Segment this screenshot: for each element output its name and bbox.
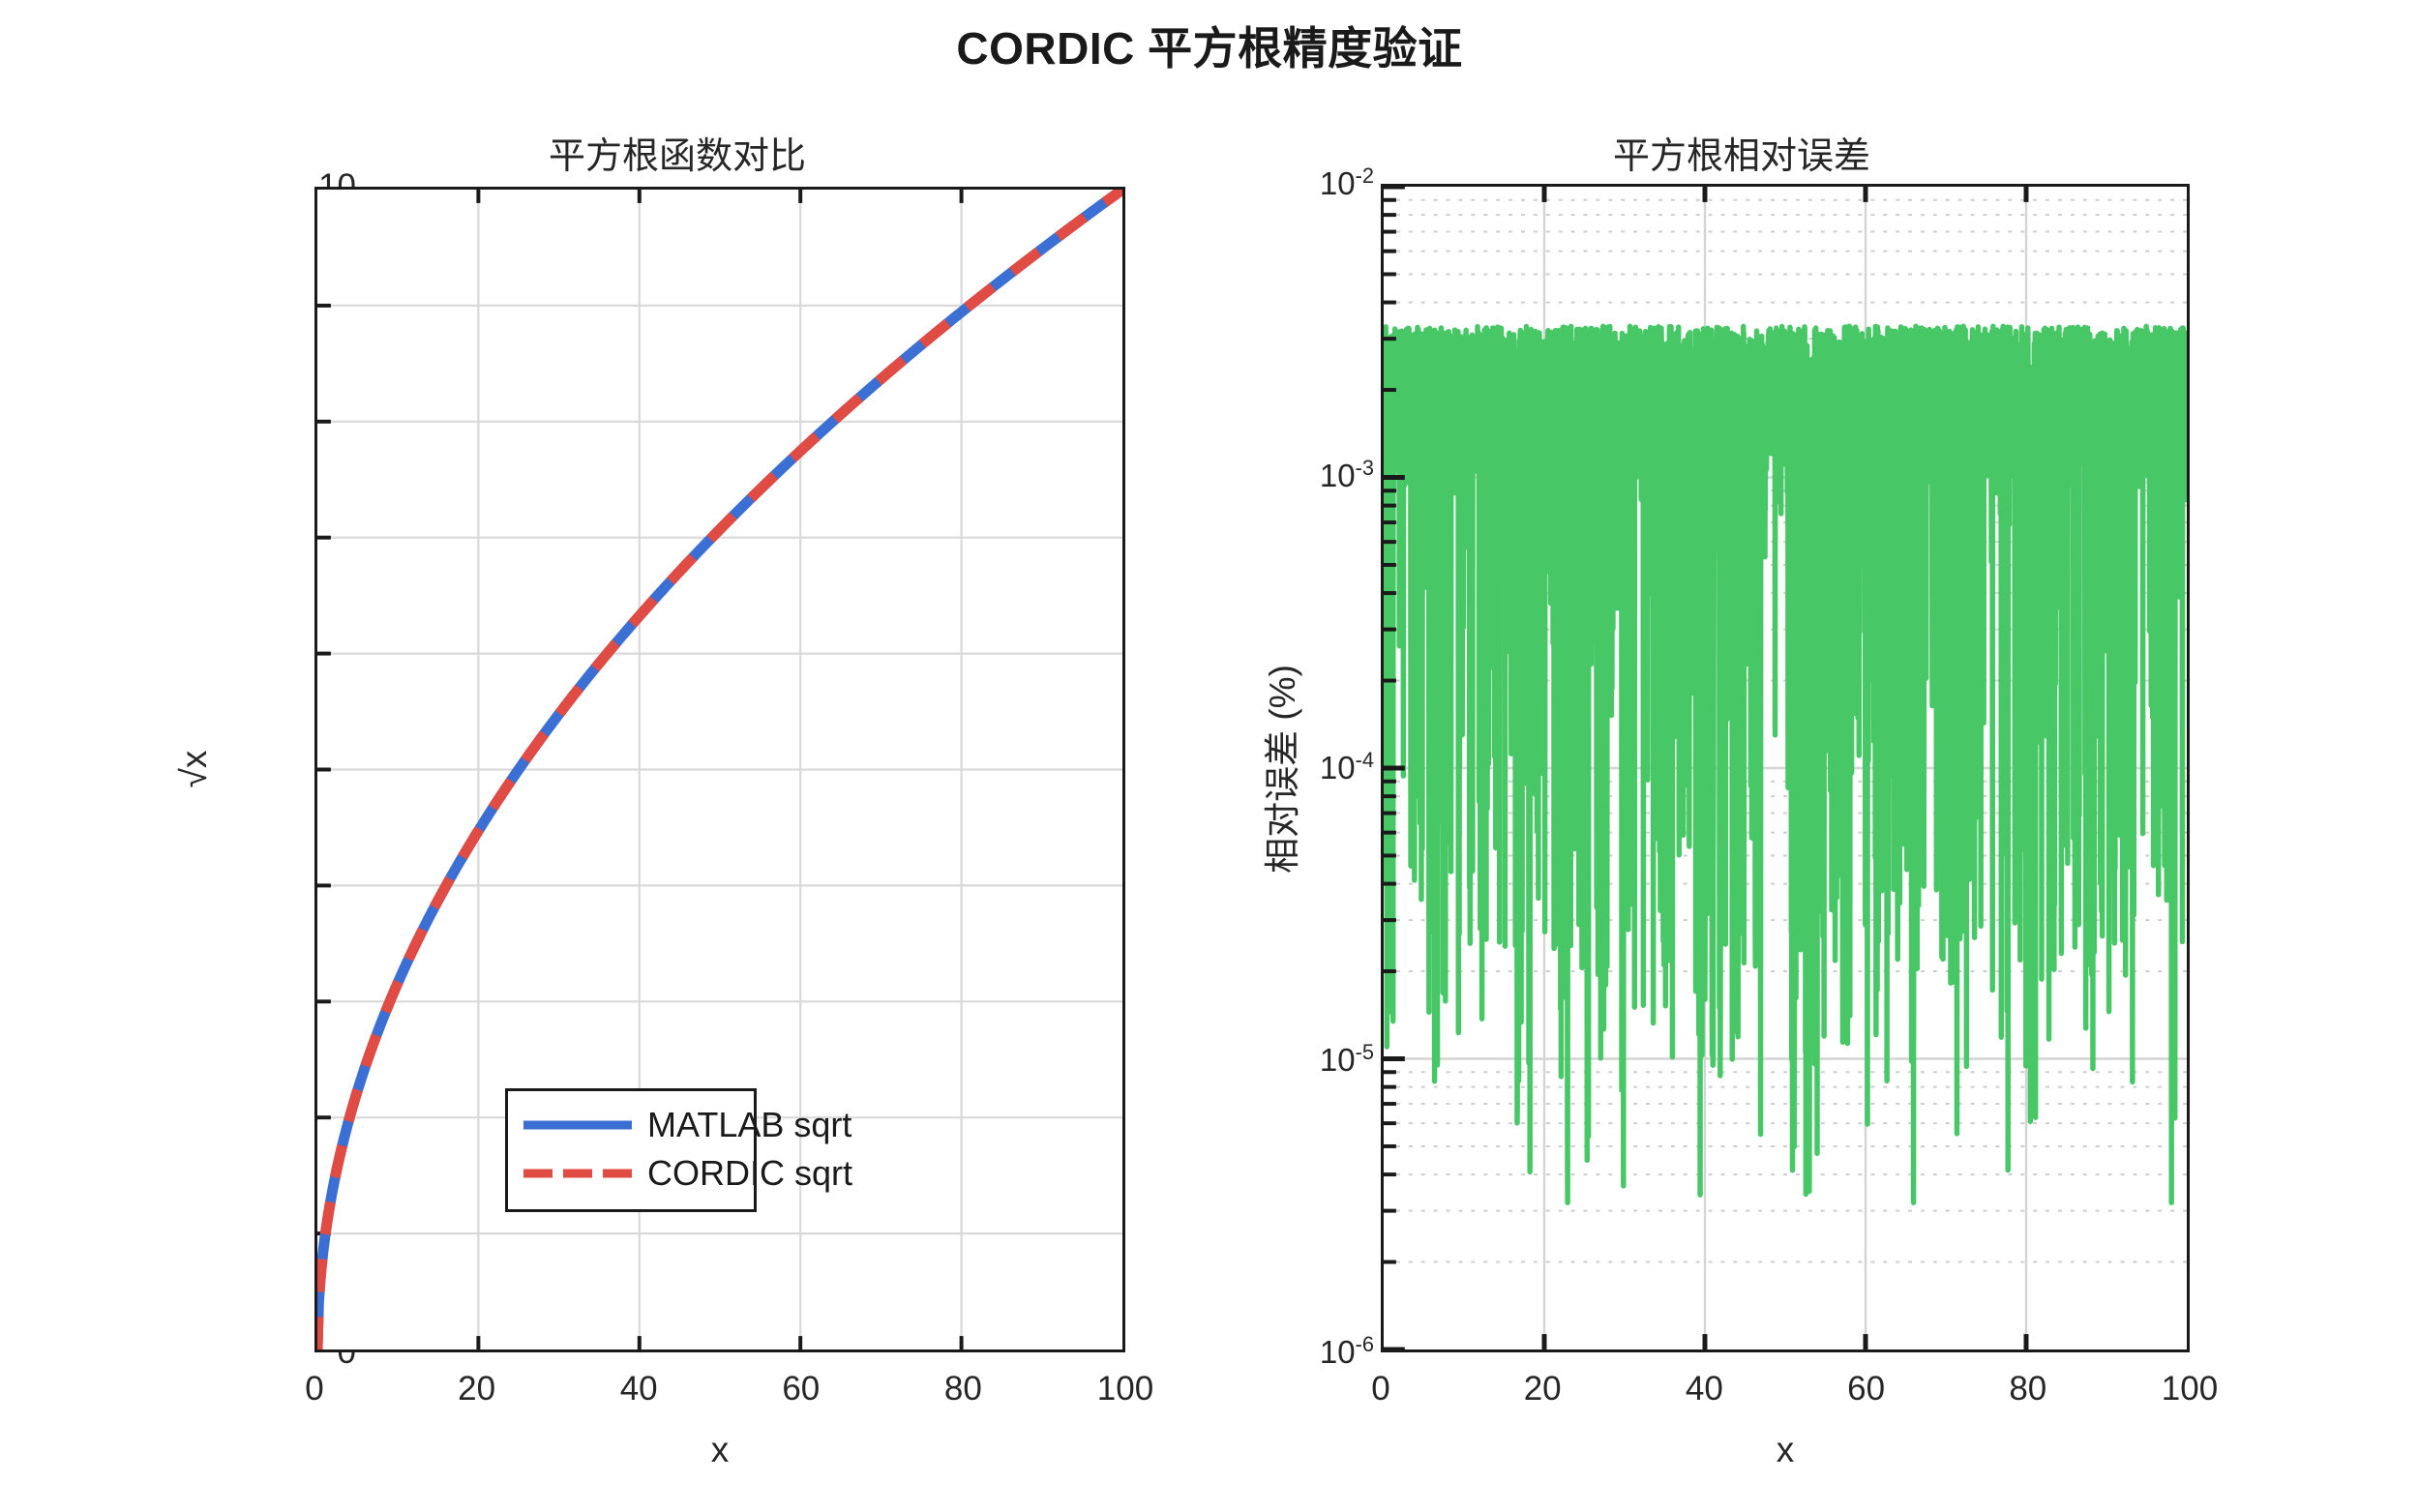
legend-row-cordic[interactable]: CORDIC sqrt — [523, 1149, 852, 1198]
left-xtick-20: 20 — [458, 1370, 496, 1408]
figure-title: CORDIC 平方根精度验证 — [956, 23, 1463, 74]
right-ytick-1e-6: 10-6 — [1229, 1334, 1374, 1371]
right-ytick-1e-5: 10-5 — [1229, 1042, 1374, 1079]
right-xtick-0: 0 — [1371, 1370, 1390, 1408]
left-yaxis-label: √x — [174, 750, 214, 788]
right-xtick-40: 40 — [1685, 1370, 1723, 1408]
legend-label-matlab: MATLAB sqrt — [647, 1105, 852, 1144]
legend-swatch-matlab — [523, 1111, 632, 1140]
right-plot-area — [1381, 184, 2190, 1352]
legend-row-matlab[interactable]: MATLAB sqrt — [523, 1101, 851, 1149]
right-ytick-1e-2: 10-2 — [1229, 165, 1374, 202]
right-tick-marks — [1384, 187, 2029, 1349]
right-xtick-60: 60 — [1847, 1370, 1886, 1408]
right-ytick-1e-6-exponent: -6 — [1355, 1332, 1374, 1356]
cordic-sqrt-curve — [317, 190, 1122, 1349]
right-ytick-1e-6-mantissa: 10 — [1319, 1334, 1356, 1370]
right-ytick-1e-2-exponent: -2 — [1355, 163, 1374, 188]
right-panel-title: 平方根相对误差 — [1612, 136, 1870, 177]
legend-label-cordic: CORDIC sqrt — [647, 1153, 853, 1193]
right-ytick-1e-4-exponent: -4 — [1355, 748, 1374, 772]
right-xtick-100: 100 — [2161, 1370, 2219, 1408]
right-ytick-1e-3: 10-3 — [1229, 458, 1374, 494]
right-ytick-1e-4: 10-4 — [1229, 750, 1374, 786]
right-ytick-1e-3-mantissa: 10 — [1319, 458, 1356, 493]
right-xtick-80: 80 — [2009, 1370, 2047, 1408]
right-ytick-1e-5-mantissa: 10 — [1319, 1042, 1356, 1078]
relative-error-trace — [1384, 323, 2187, 1205]
right-ytick-1e-3-exponent: -3 — [1355, 456, 1374, 480]
left-xtick-100: 100 — [1096, 1370, 1154, 1408]
left-xtick-60: 60 — [782, 1370, 821, 1408]
left-xaxis-label: x — [710, 1430, 730, 1469]
right-xtick-20: 20 — [1523, 1370, 1562, 1408]
left-xtick-40: 40 — [619, 1370, 658, 1408]
right-ytick-1e-2-mantissa: 10 — [1319, 165, 1356, 201]
legend-swatch-cordic — [523, 1159, 632, 1188]
left-panel: 平方根函数对比 10 9 8 7 6 5 4 3 2 1 0 √x — [164, 106, 1190, 1480]
right-ytick-1e-5-exponent: -5 — [1355, 1040, 1374, 1064]
left-xtick-80: 80 — [943, 1370, 982, 1408]
right-plot-svg — [1384, 187, 2187, 1349]
left-legend[interactable]: MATLAB sqrt CORDIC sqrt — [505, 1088, 852, 1212]
right-ytick-1e-4-mantissa: 10 — [1319, 750, 1356, 786]
right-yaxis-label: 相对误差 (%) — [1263, 665, 1302, 874]
right-xaxis-label: x — [1776, 1430, 1795, 1469]
right-panel: 平方根相对误差 10-2 10-3 10-4 10-5 10-6 相对误差 (%… — [1229, 106, 2255, 1480]
left-xtick-0: 0 — [305, 1370, 324, 1408]
left-panel-title: 平方根函数对比 — [548, 136, 806, 177]
